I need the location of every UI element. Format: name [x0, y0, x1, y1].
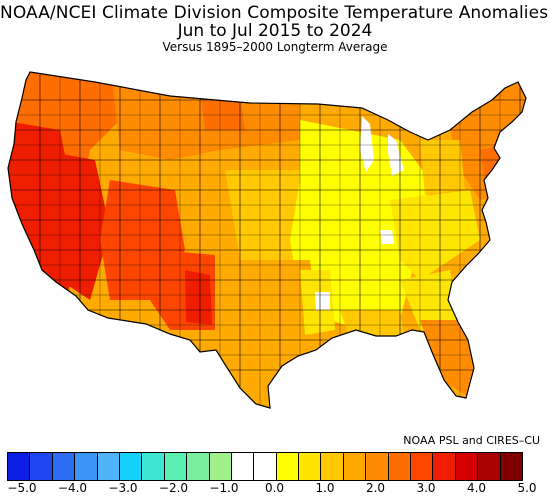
legend-swatch [29, 452, 53, 481]
legend-swatch [208, 452, 232, 481]
legend-swatch [163, 452, 188, 481]
legend-tick-label: 4.0 [466, 481, 487, 495]
legend-swatch [342, 452, 367, 481]
credit-label: NOAA PSL and CIRES–CU [403, 434, 540, 447]
legend-tick-label: 3.0 [416, 481, 436, 495]
legend-swatch [230, 452, 255, 481]
legend-swatch [387, 452, 412, 481]
legend-tick-label: −5.0 [7, 481, 37, 495]
legend-tick-label: 2.0 [365, 481, 386, 495]
legend-swatch [253, 452, 277, 481]
legend-swatch [118, 452, 143, 481]
legend-tick-label: 1.0 [315, 481, 335, 495]
us-anomaly-map [7, 71, 527, 409]
legend-swatch [454, 452, 479, 481]
legend-swatch [365, 452, 389, 481]
legend-swatch [410, 452, 434, 481]
legend-swatch [499, 452, 523, 481]
legend-swatch [432, 452, 456, 481]
map-title: NOAA/NCEI Climate Division Composite Tem… [0, 3, 550, 23]
legend-swatch [186, 452, 210, 481]
legend-tick-label: −3.0 [108, 481, 138, 495]
legend-tick-label: 5.0 [517, 481, 537, 495]
map-subtitle: Versus 1895–2000 Longterm Average [162, 40, 388, 54]
legend-swatch [51, 452, 76, 481]
legend-ticks: −5.0 −4.0 −3.0 −2.0 −1.0 0.0 1.0 2.0 3.0 4.0 5.0 [0, 481, 550, 497]
legend-tick-label: −4.0 [57, 481, 88, 495]
legend-tick-label: −1.0 [209, 481, 239, 495]
legend-swatch [298, 452, 322, 481]
legend-tick-label: −2.0 [158, 481, 189, 495]
legend-swatch [141, 452, 165, 481]
legend-tick-label: 0.0 [264, 481, 285, 495]
legend-swatch [7, 452, 31, 481]
legend-swatch [275, 452, 300, 481]
legend-swatch [96, 452, 120, 481]
division-boundaries [8, 72, 526, 408]
map-period: Jun to Jul 2015 to 2024 [177, 21, 373, 41]
anomaly-fill [8, 72, 526, 408]
legend-colorbar [7, 452, 523, 481]
legend-swatch [320, 452, 344, 481]
legend-swatch [477, 452, 501, 481]
legend-swatch [74, 452, 98, 481]
